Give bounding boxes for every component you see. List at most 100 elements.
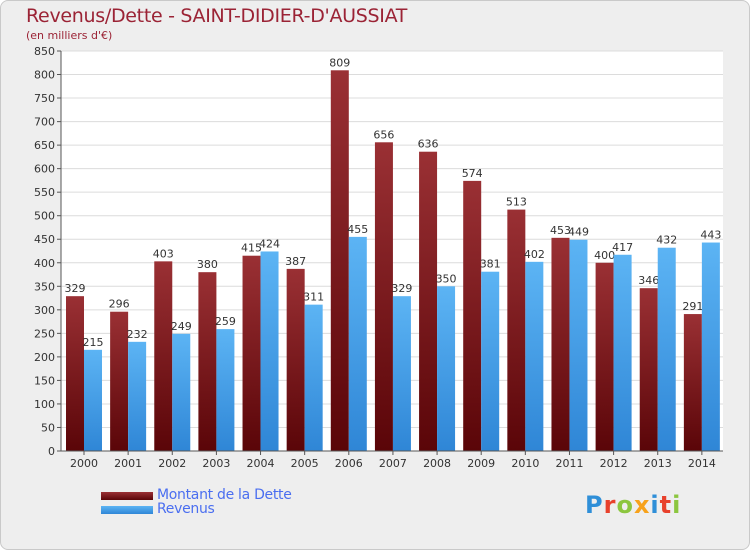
x-tick-label: 2006: [335, 457, 363, 470]
bar-revenus: [481, 271, 500, 451]
bar-dette: [198, 272, 217, 451]
bar-dette: [330, 70, 349, 451]
data-label-revenus: 215: [83, 336, 104, 349]
bar-revenus: [613, 254, 632, 451]
bar-dette: [286, 268, 305, 451]
bar-dette: [154, 261, 173, 451]
x-tick-label: 2013: [644, 457, 672, 470]
bar-dette: [639, 288, 658, 451]
data-label-revenus: 249: [171, 320, 192, 333]
y-tick-label: 150: [34, 374, 55, 387]
data-label-revenus: 329: [391, 282, 412, 295]
x-tick-label: 2008: [423, 457, 451, 470]
x-tick-label: 2007: [379, 457, 407, 470]
x-tick-label: 2005: [291, 457, 319, 470]
bar-revenus: [392, 296, 411, 451]
data-label-dette: 400: [594, 249, 615, 262]
y-tick-label: 750: [34, 92, 55, 105]
y-tick-label: 300: [34, 304, 55, 317]
data-label-revenus: 417: [612, 241, 633, 254]
logo-letter: i: [672, 491, 682, 519]
data-label-dette: 387: [285, 255, 306, 268]
proxiti-logo: Proxiti: [585, 491, 681, 519]
y-tick-label: 550: [34, 186, 55, 199]
bar-revenus: [437, 286, 456, 451]
data-label-dette: 380: [197, 258, 218, 271]
bar-dette: [374, 142, 393, 451]
data-label-dette: 574: [462, 167, 483, 180]
x-axis: 2000 2001 2002 2003 2004 2005 2006 2007 2008 2009…: [61, 450, 723, 470]
bar-revenus: [569, 239, 588, 451]
bar-dette: [419, 151, 438, 452]
y-axis: 0 50 100 150 200 250 300 350 400 450 500 550 600 650 7…: [34, 45, 62, 458]
y-tick-label: 850: [34, 45, 55, 58]
bar-revenus: [701, 242, 720, 451]
logo-letter: t: [659, 491, 673, 519]
bar-dette: [551, 237, 570, 451]
bar-revenus: [525, 261, 544, 451]
data-label-revenus: 259: [215, 315, 236, 328]
x-tick-label: 2009: [467, 457, 495, 470]
legend-label-dette: Montant de la Dette: [157, 487, 292, 503]
legend-label-revenus: Revenus: [157, 501, 215, 517]
bar-revenus: [172, 333, 191, 451]
data-label-dette: 415: [241, 242, 262, 255]
y-tick-label: 250: [34, 327, 55, 340]
data-label-revenus: 402: [524, 248, 545, 261]
bar-dette: [507, 209, 526, 451]
data-label-dette: 346: [638, 274, 659, 287]
logo-letter: P: [585, 491, 604, 519]
y-tick-label: 450: [34, 233, 55, 246]
data-label-revenus: 443: [700, 229, 721, 242]
y-tick-label: 100: [34, 398, 55, 411]
x-tick-label: 2000: [70, 457, 98, 470]
y-tick-label: 350: [34, 280, 55, 293]
bar-dette: [683, 314, 702, 451]
y-tick-label: 800: [34, 69, 55, 82]
bar-dette: [66, 296, 84, 451]
data-label-dette: 656: [373, 128, 394, 141]
logo-letter: o: [616, 491, 634, 519]
data-label-revenus: 432: [656, 234, 677, 247]
bar-dette: [463, 180, 482, 451]
y-tick-label: 600: [34, 163, 55, 176]
bar-revenus: [260, 251, 279, 451]
x-tick-label: 2001: [114, 457, 142, 470]
bar-revenus: [304, 304, 323, 451]
y-tick-label: 50: [41, 421, 55, 434]
data-label-dette: 291: [682, 300, 703, 313]
data-label-dette: 296: [109, 298, 130, 311]
x-tick-label: 2003: [202, 457, 230, 470]
data-label-dette: 513: [506, 196, 527, 209]
y-tick-label: 400: [34, 257, 55, 270]
y-tick-label: 200: [34, 351, 55, 364]
bar-revenus: [216, 329, 235, 451]
logo-letter: r: [603, 491, 617, 519]
data-label-revenus: 350: [436, 272, 457, 285]
data-label-dette: 329: [65, 282, 86, 295]
data-label-revenus: 232: [127, 328, 148, 341]
y-tick-label: 500: [34, 210, 55, 223]
data-label-dette: 403: [153, 247, 174, 260]
y-tick-label: 650: [34, 139, 55, 152]
chart-subtitle: (en milliers d'€): [26, 29, 113, 42]
bar-dette: [595, 262, 614, 451]
x-tick-label: 2014: [688, 457, 716, 470]
data-label-revenus: 424: [259, 237, 280, 250]
data-label-dette: 809: [329, 56, 350, 69]
x-tick-label: 2002: [158, 457, 186, 470]
bar-revenus: [128, 341, 147, 451]
y-tick-label: 700: [34, 116, 55, 129]
data-label-revenus: 381: [480, 258, 501, 271]
x-tick-label: 2004: [247, 457, 275, 470]
x-tick-label: 2010: [511, 457, 539, 470]
x-tick-label: 2011: [555, 457, 583, 470]
bar-revenus: [657, 247, 676, 451]
data-label-revenus: 455: [347, 223, 368, 236]
bar-revenus: [84, 349, 102, 451]
bar-dette: [242, 255, 261, 451]
logo-letter: i: [650, 491, 660, 519]
legend-swatch-dette: [101, 492, 153, 500]
data-label-revenus: 449: [568, 226, 589, 239]
